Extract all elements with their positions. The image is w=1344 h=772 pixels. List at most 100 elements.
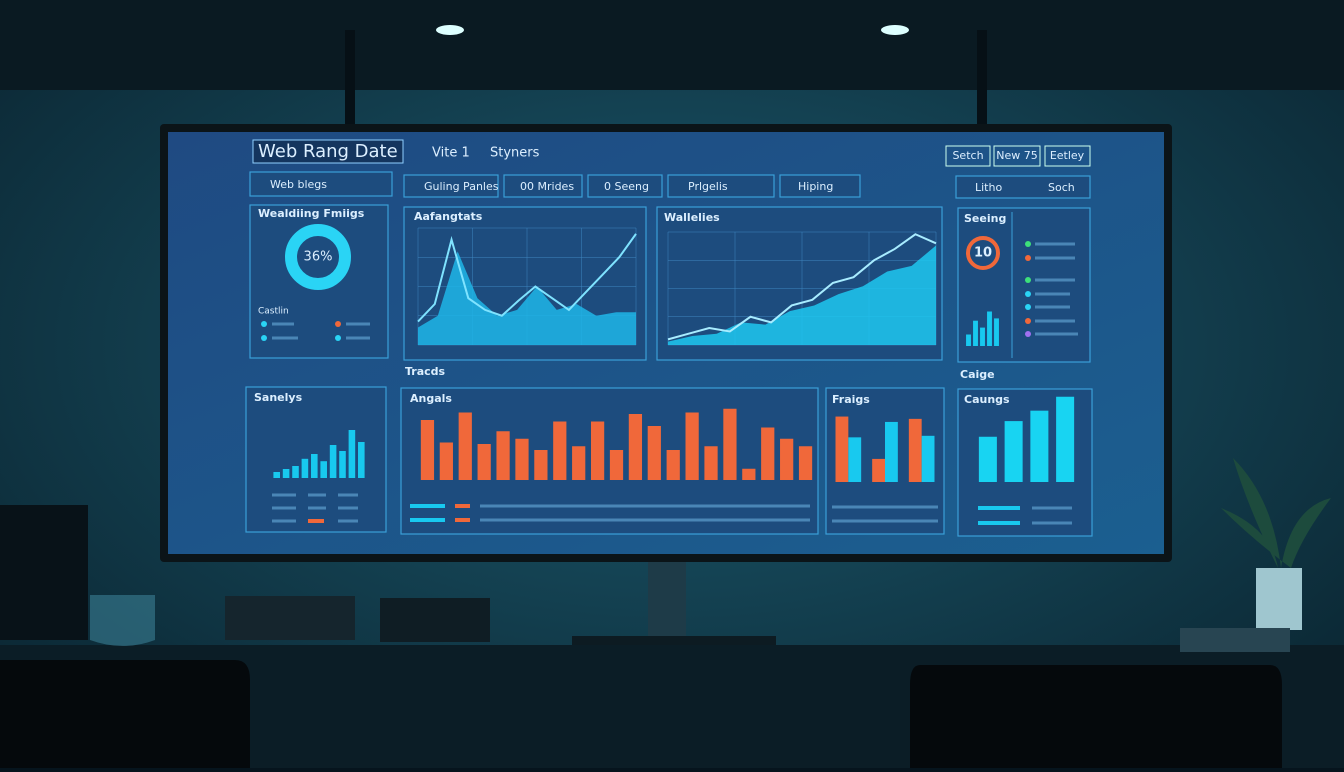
legend-dot bbox=[261, 321, 267, 327]
tab-label[interactable]: 0 Seeng bbox=[604, 180, 649, 193]
bar bbox=[628, 414, 643, 480]
button[interactable] bbox=[1044, 145, 1091, 167]
panel-title: Wallelies bbox=[664, 211, 720, 224]
line bbox=[417, 233, 637, 323]
tab[interactable] bbox=[587, 174, 663, 198]
bar bbox=[339, 451, 346, 478]
button-label[interactable]: New 75 bbox=[996, 149, 1038, 162]
header-item: Vite 1 bbox=[432, 146, 470, 161]
legend-dot bbox=[335, 335, 341, 341]
bar bbox=[358, 442, 365, 478]
legend-list bbox=[1025, 241, 1078, 337]
panel-title: Aafangtats bbox=[414, 210, 483, 223]
bar bbox=[609, 450, 624, 480]
tab[interactable] bbox=[503, 174, 583, 198]
panel-title: Sanelys bbox=[254, 391, 303, 404]
bar bbox=[994, 318, 999, 346]
pole bbox=[977, 30, 987, 126]
bar bbox=[704, 446, 718, 480]
tab[interactable] bbox=[667, 174, 775, 198]
tab[interactable] bbox=[779, 174, 861, 198]
button-label[interactable]: Eetley bbox=[1050, 149, 1085, 162]
bar bbox=[515, 438, 529, 480]
button[interactable] bbox=[993, 145, 1041, 167]
bar bbox=[458, 412, 472, 480]
bar bbox=[292, 466, 299, 478]
panel bbox=[957, 207, 1091, 363]
bar bbox=[534, 450, 548, 480]
stand bbox=[648, 560, 686, 640]
bar bbox=[477, 444, 491, 480]
bar bbox=[348, 430, 356, 478]
section-title: Tracds bbox=[405, 365, 446, 378]
chair bbox=[910, 665, 1282, 768]
bar bbox=[780, 438, 794, 480]
tab-label[interactable]: Hiping bbox=[798, 180, 833, 193]
bar bbox=[282, 469, 290, 478]
donut-value: 36% bbox=[304, 250, 333, 265]
cup bbox=[90, 595, 155, 646]
bar bbox=[572, 446, 586, 480]
tab[interactable] bbox=[955, 175, 1091, 199]
bar bbox=[311, 454, 318, 478]
header-item: Styners bbox=[490, 146, 540, 161]
tab-label[interactable]: Soch bbox=[1048, 181, 1075, 194]
area bbox=[668, 245, 936, 345]
light bbox=[881, 25, 909, 35]
legend-dot bbox=[335, 321, 341, 327]
bar bbox=[761, 427, 775, 480]
tab[interactable] bbox=[403, 174, 499, 198]
bar bbox=[742, 468, 756, 480]
books bbox=[380, 598, 490, 642]
line bbox=[667, 233, 937, 341]
bar bbox=[921, 435, 935, 482]
tab-label[interactable]: Web blegs bbox=[270, 178, 327, 191]
pole bbox=[345, 30, 355, 126]
books bbox=[225, 596, 355, 640]
chair bbox=[0, 660, 250, 768]
tabs: Web blegs Guling Panles 00 Mrides 0 Seen… bbox=[249, 171, 1091, 199]
bar bbox=[798, 446, 813, 480]
bar bbox=[439, 442, 453, 480]
bar bbox=[1030, 410, 1049, 482]
bar bbox=[908, 418, 922, 482]
bar bbox=[980, 327, 985, 346]
title-box bbox=[252, 139, 404, 164]
tab-label[interactable]: Prlgelis bbox=[688, 180, 728, 193]
donut bbox=[285, 224, 351, 290]
button-label[interactable]: Setch bbox=[952, 149, 983, 162]
bar bbox=[590, 421, 605, 480]
panel-title: Angals bbox=[410, 392, 452, 405]
bar bbox=[723, 408, 737, 480]
bar bbox=[885, 421, 898, 482]
bar bbox=[496, 431, 510, 480]
bar bbox=[666, 450, 680, 480]
bar bbox=[553, 421, 567, 480]
bar bbox=[987, 311, 992, 346]
ceiling bbox=[0, 0, 1344, 90]
tab-label[interactable]: Guling Panles bbox=[424, 180, 499, 193]
panel-title: Wealdiing Fmiigs bbox=[258, 207, 365, 220]
button[interactable] bbox=[945, 145, 991, 167]
panel-title: Caungs bbox=[964, 393, 1010, 406]
tab-label[interactable]: 00 Mrides bbox=[520, 180, 574, 193]
panel-title: Seeing bbox=[964, 212, 1006, 225]
papers bbox=[1180, 628, 1290, 652]
bar bbox=[1004, 421, 1023, 482]
bar bbox=[329, 445, 337, 478]
bar bbox=[1056, 396, 1075, 482]
ring-value: 10 bbox=[974, 246, 992, 261]
bar bbox=[647, 426, 661, 480]
tab-label[interactable]: Litho bbox=[975, 181, 1002, 194]
bar bbox=[273, 472, 280, 478]
legend-title: Castlin bbox=[258, 307, 289, 317]
ring bbox=[966, 236, 1000, 270]
bar bbox=[685, 412, 699, 480]
bar bbox=[966, 334, 971, 346]
tab[interactable] bbox=[249, 171, 393, 197]
plant-pot bbox=[1256, 568, 1302, 630]
bar bbox=[835, 416, 849, 482]
bar bbox=[420, 420, 435, 480]
area bbox=[418, 251, 636, 345]
